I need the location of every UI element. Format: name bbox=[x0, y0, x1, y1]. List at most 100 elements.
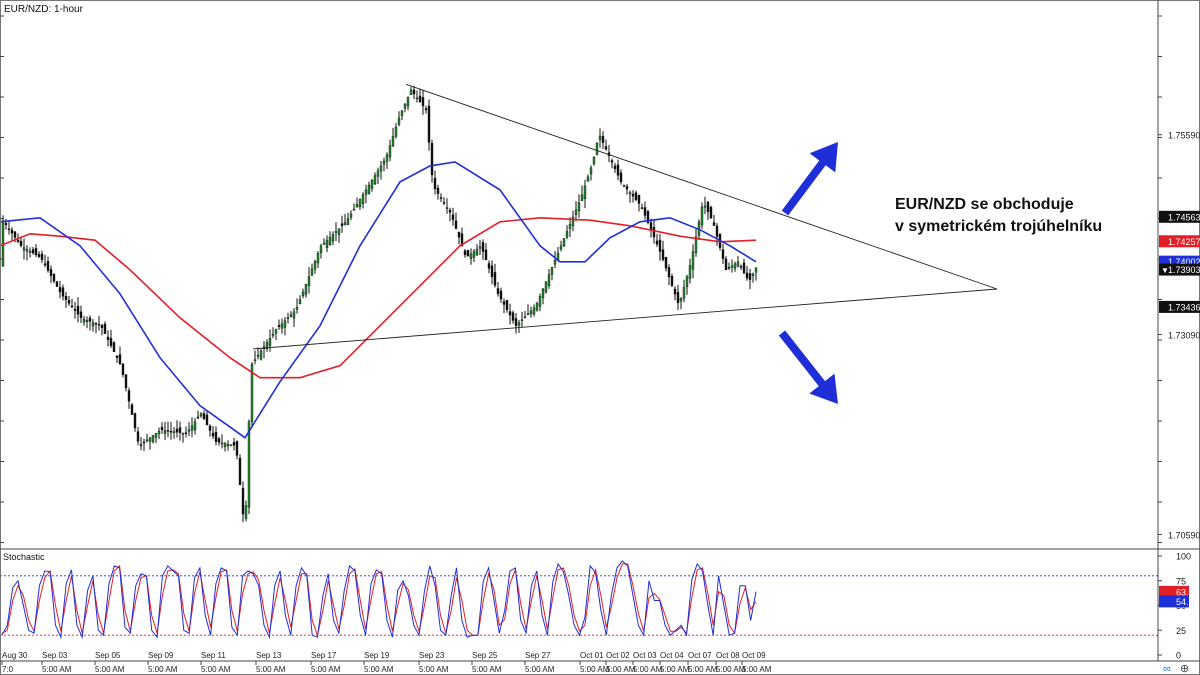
candle-body bbox=[709, 207, 713, 219]
candle-body bbox=[613, 165, 617, 169]
candle-body bbox=[265, 342, 269, 350]
candle-body bbox=[589, 167, 593, 175]
candle-body bbox=[127, 390, 131, 402]
candle-body bbox=[139, 444, 143, 447]
candle-body bbox=[595, 143, 599, 155]
candle-body bbox=[316, 253, 320, 264]
stoch-tick-label: 100 bbox=[1176, 552, 1191, 562]
candle-body bbox=[562, 238, 566, 247]
candle-body bbox=[742, 262, 746, 273]
candle-body bbox=[415, 97, 419, 100]
stoch-d-line bbox=[1, 563, 757, 638]
candle-body bbox=[142, 441, 146, 444]
candle-body bbox=[145, 439, 149, 442]
candle-body bbox=[76, 305, 80, 315]
candle-body bbox=[361, 194, 365, 204]
candle-body bbox=[388, 145, 392, 158]
candle-body bbox=[550, 267, 554, 275]
candle-body bbox=[649, 222, 653, 231]
candle-body bbox=[715, 225, 719, 237]
candle-body bbox=[391, 136, 395, 147]
candle-body bbox=[193, 421, 197, 431]
stoch-k-line bbox=[1, 560, 757, 640]
candle-body bbox=[112, 342, 116, 352]
time-label: 5:00 AM bbox=[742, 665, 772, 674]
candle-body bbox=[91, 322, 95, 327]
candle-body bbox=[673, 288, 677, 295]
candle-body bbox=[208, 425, 212, 431]
candle-body bbox=[253, 359, 257, 361]
candle-body bbox=[199, 413, 203, 417]
candle-body bbox=[340, 223, 344, 226]
candle-body bbox=[283, 320, 287, 328]
chart-title: EUR/NZD: 1-hour bbox=[4, 4, 84, 15]
candle-body bbox=[25, 249, 29, 252]
candle-body bbox=[499, 290, 503, 300]
candle-body bbox=[409, 89, 413, 95]
candle-body bbox=[190, 425, 194, 431]
candle-body bbox=[685, 276, 689, 288]
date-label: Oct 08 bbox=[716, 651, 740, 660]
candle-body bbox=[406, 96, 410, 107]
candle-body bbox=[514, 318, 518, 326]
candle-body bbox=[238, 457, 242, 485]
candle-body bbox=[178, 427, 182, 433]
candle-body bbox=[655, 240, 659, 245]
price-badge-arrow: ▼ bbox=[1161, 266, 1169, 275]
time-label: 5:00 AM bbox=[716, 665, 746, 674]
candle-body bbox=[436, 187, 440, 194]
time-label: 5:00 AM bbox=[201, 665, 231, 674]
candle-body bbox=[640, 207, 644, 209]
candle-body bbox=[298, 299, 302, 304]
candle-body bbox=[592, 157, 596, 165]
candle-body bbox=[109, 338, 113, 346]
candle-body bbox=[61, 287, 65, 297]
candle-body bbox=[712, 222, 716, 226]
candle-body bbox=[502, 301, 506, 305]
price-badge-box bbox=[1159, 300, 1200, 313]
candle-body bbox=[34, 248, 38, 256]
candle-body bbox=[241, 488, 245, 515]
price-badge-label: 1.73436 bbox=[1168, 302, 1200, 312]
candle-body bbox=[430, 143, 434, 176]
candle-body bbox=[223, 443, 227, 448]
candle-body bbox=[691, 251, 695, 270]
candle-body bbox=[637, 195, 641, 204]
stoch-tick-label: 0 bbox=[1176, 651, 1181, 661]
time-label: 5:00 AM bbox=[42, 665, 72, 674]
candle-body bbox=[346, 218, 350, 225]
candle-body bbox=[751, 273, 755, 277]
candle-body bbox=[250, 364, 254, 422]
candle-body bbox=[559, 245, 563, 250]
candle-body bbox=[163, 430, 167, 434]
candle-body bbox=[379, 165, 383, 172]
candle-body bbox=[433, 177, 437, 190]
candle-body bbox=[1, 220, 5, 267]
candle-body bbox=[151, 435, 155, 442]
candle-body bbox=[106, 336, 110, 340]
candle-body bbox=[148, 437, 152, 442]
candle-body bbox=[604, 146, 608, 150]
candle-body bbox=[517, 322, 521, 326]
candle-body bbox=[175, 428, 179, 433]
candle-body bbox=[286, 317, 290, 319]
blue-moving-average-line bbox=[0, 161, 757, 439]
date-label: Sep 09 bbox=[148, 651, 174, 660]
candle-body bbox=[643, 207, 647, 216]
date-label: Aug 30 bbox=[2, 651, 28, 660]
candle-body bbox=[727, 267, 731, 269]
candle-body bbox=[490, 265, 494, 278]
date-label: Sep 27 bbox=[525, 651, 551, 660]
candle-body bbox=[67, 300, 71, 304]
candle-body bbox=[373, 175, 377, 185]
candle-body bbox=[310, 268, 314, 276]
candle-body bbox=[394, 126, 398, 137]
candle-body bbox=[622, 185, 626, 187]
candle-body bbox=[745, 272, 749, 279]
candle-body bbox=[244, 505, 248, 519]
candle-body bbox=[529, 310, 533, 315]
candle-body bbox=[703, 205, 707, 208]
stochastic-title: Stochastic bbox=[3, 552, 45, 562]
